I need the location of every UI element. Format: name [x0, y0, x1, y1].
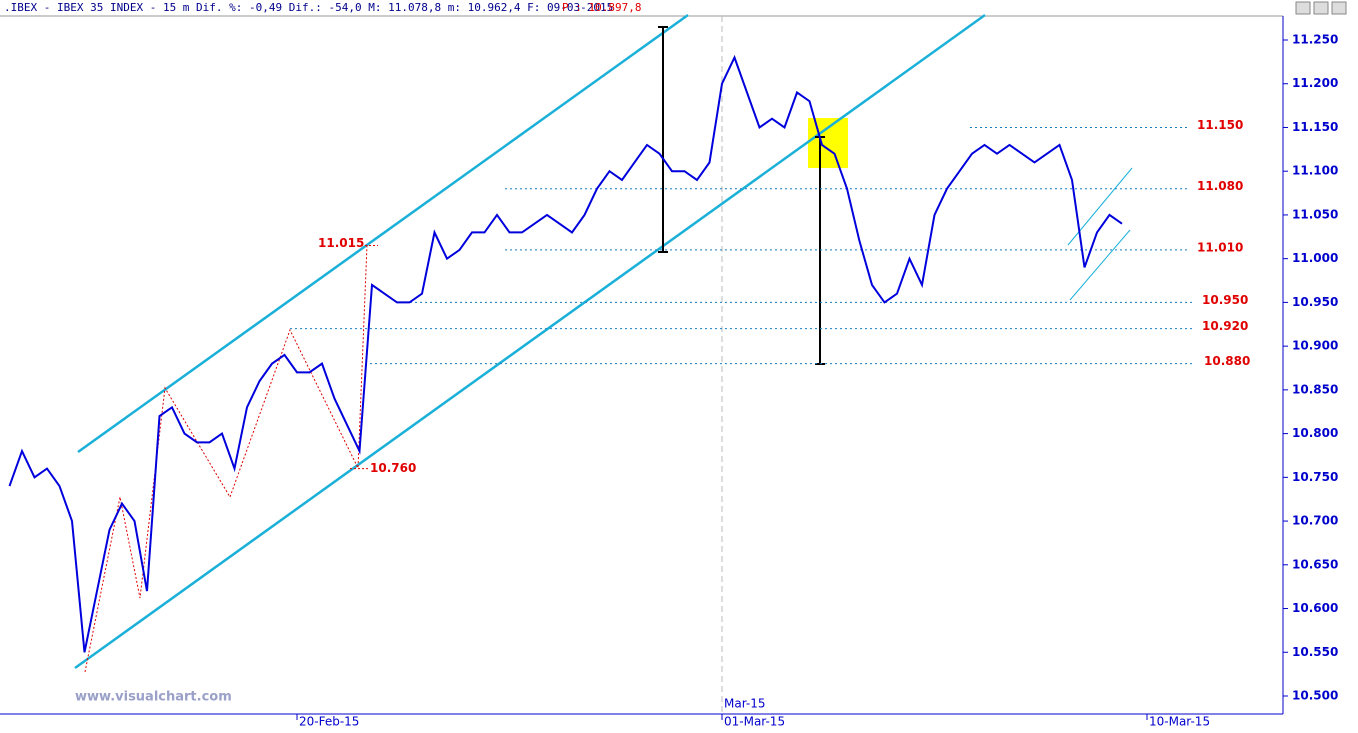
level-label: 11.080 — [1197, 179, 1243, 193]
y-tick-label: 11.250 — [1292, 33, 1338, 47]
header: .IBEX - IBEX 35 INDEX - 15 m Dif. %: -0,… — [4, 1, 613, 14]
level-label: 10.920 — [1202, 319, 1248, 333]
highlight-box — [808, 118, 848, 168]
y-tick-label: 10.900 — [1292, 339, 1338, 353]
y-tick-label: 10.800 — [1292, 426, 1338, 440]
minimize-button[interactable] — [1295, 1, 1311, 15]
y-tick-label: 10.500 — [1292, 689, 1338, 703]
y-tick-label: 11.100 — [1292, 164, 1338, 178]
mini-channel-lower — [1069, 229, 1131, 301]
y-tick-label: 11.050 — [1292, 207, 1338, 221]
month-label: Mar-15 — [724, 697, 765, 711]
close-button[interactable] — [1331, 1, 1347, 15]
y-tick-label: 10.700 — [1292, 514, 1338, 528]
price-line — [8, 54, 1123, 653]
y-tick-label: 10.650 — [1292, 557, 1338, 571]
channel-upper — [77, 13, 689, 454]
y-tick-label: 10.600 — [1292, 601, 1338, 615]
y-tick-label: 11.200 — [1292, 76, 1338, 90]
y-tick-label: 11.150 — [1292, 120, 1338, 134]
level-label: 11.010 — [1197, 240, 1243, 254]
x-tick-label: 01-Mar-15 — [724, 715, 785, 729]
y-tick-label: 10.550 — [1292, 645, 1338, 659]
maximize-button[interactable] — [1313, 1, 1329, 15]
x-tick-label: 20-Feb-15 — [299, 715, 359, 729]
y-tick-label: 10.850 — [1292, 382, 1338, 396]
level-label: 10.950 — [1202, 293, 1248, 307]
y-tick-label: 10.750 — [1292, 470, 1338, 484]
level-label: 10.880 — [1204, 354, 1250, 368]
y-tick-label: 10.950 — [1292, 295, 1338, 309]
y-tick-label: 11.000 — [1292, 251, 1338, 265]
annotation-label: 11.015 — [318, 236, 364, 250]
x-tick-label: 10-Mar-15 — [1149, 715, 1210, 729]
channel-lower — [74, 13, 986, 670]
header-price: P : 10.897,8 — [562, 1, 641, 14]
watermark: www.visualchart.com — [75, 690, 232, 705]
annotation-label: 10.760 — [370, 461, 416, 475]
level-label: 11.150 — [1197, 118, 1243, 132]
